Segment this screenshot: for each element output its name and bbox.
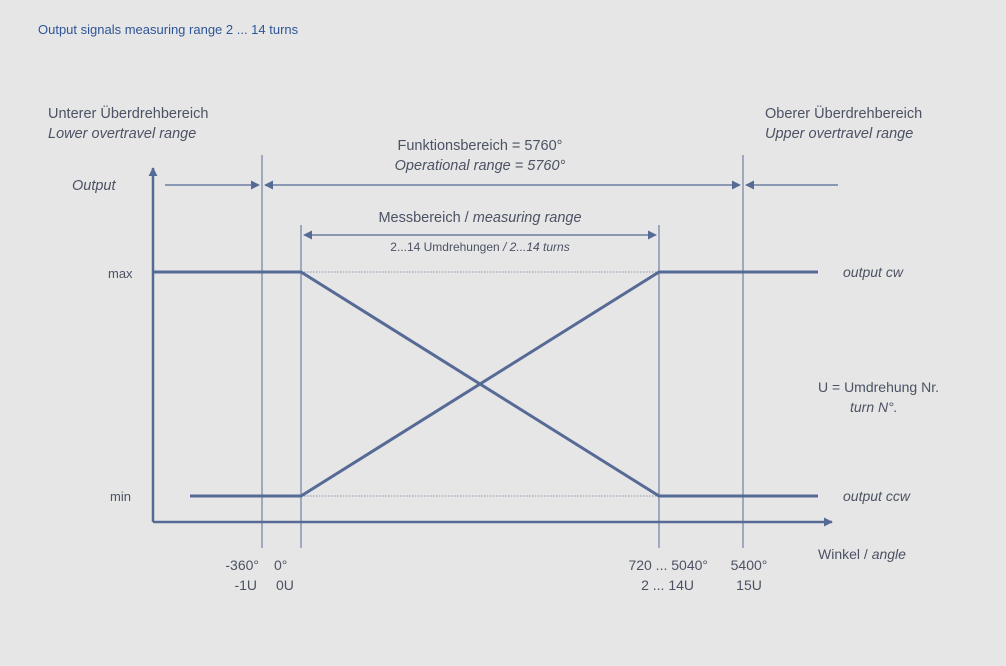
functional-range-label-en: Operational range = 5760° bbox=[395, 158, 566, 174]
tick-angle-zero: 0° bbox=[274, 557, 287, 573]
tick-turn-15: 15U bbox=[736, 577, 762, 593]
lower-overtravel-label-de: Unterer Überdrehbereich bbox=[48, 104, 208, 122]
upper-overtravel-label-de: Oberer Überdrehbereich bbox=[765, 104, 922, 122]
lower-overtravel-label-en: Lower overtravel range bbox=[48, 126, 196, 142]
turns-label-en: / 2...14 turns bbox=[502, 240, 570, 254]
tick-angle-range: 720 ... 5040° bbox=[628, 557, 708, 573]
measuring-range-label-de: Messbereich / bbox=[378, 210, 469, 226]
output-ccw-label: output ccw bbox=[843, 488, 911, 504]
legend-u-en: turn N°. bbox=[850, 399, 898, 415]
x-axis-label: Winkel / angle bbox=[818, 546, 906, 562]
functional-range-label-de: Funktionsbereich = 5760° bbox=[397, 138, 562, 154]
legend-u-de: U = Umdrehung Nr. bbox=[818, 379, 939, 395]
turns-label-de: 2...14 Umdrehungen bbox=[390, 240, 499, 254]
tick-turn-minus1: -1U bbox=[234, 577, 257, 593]
turns-label: 2...14 Umdrehungen / 2...14 turns bbox=[390, 240, 569, 254]
tick-turn-range: 2 ... 14U bbox=[641, 577, 694, 593]
tick-angle-5400: 5400° bbox=[731, 557, 768, 573]
measuring-range-label: Messbereich / measuring range bbox=[378, 210, 581, 226]
output-axis-label: Output bbox=[72, 178, 116, 194]
output-ccw-signal bbox=[153, 270, 818, 498]
min-label: min bbox=[110, 489, 131, 504]
x-axis-label-en: angle bbox=[872, 546, 906, 562]
figure-caption: Output signals measuring range 2 ... 14 … bbox=[38, 22, 299, 37]
output-cw-label: output cw bbox=[843, 264, 904, 280]
output-cw-signal bbox=[190, 270, 818, 498]
tick-angle-minus360: -360° bbox=[225, 557, 259, 573]
measuring-range-label-en: measuring range bbox=[473, 210, 582, 226]
upper-overtravel-label-en: Upper overtravel range bbox=[765, 126, 913, 142]
x-axis-label-de: Winkel / bbox=[818, 546, 868, 562]
max-label: max bbox=[108, 266, 133, 281]
tick-turn-zero: 0U bbox=[276, 577, 294, 593]
